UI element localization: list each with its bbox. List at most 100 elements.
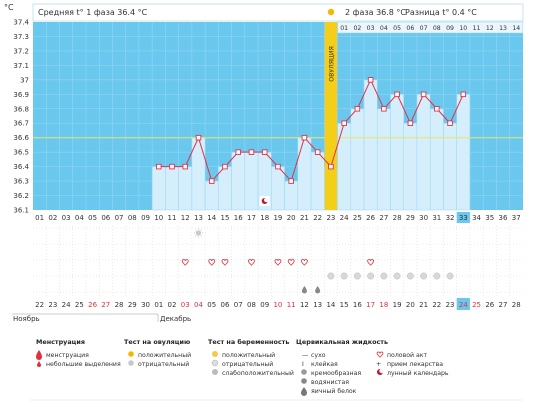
temperature-point[interactable] (354, 106, 361, 112)
cycle-day-label[interactable]: 22 (313, 214, 322, 222)
temperature-point[interactable] (288, 178, 294, 184)
cervical-fluid-icon[interactable] (353, 272, 361, 280)
intercourse-heart-icon[interactable] (221, 259, 229, 266)
cycle-day-label[interactable]: 14 (207, 214, 216, 222)
calendar-date-label[interactable]: 16 (353, 301, 362, 309)
temperature-point[interactable] (341, 120, 347, 126)
cycle-day-label[interactable]: 23 (326, 214, 335, 222)
calendar-date-label[interactable]: 29 (128, 301, 137, 309)
calendar-date-label[interactable]: 09 (260, 301, 269, 309)
intercourse-heart-icon[interactable] (367, 259, 375, 266)
calendar-date-label[interactable]: 04 (194, 301, 203, 309)
temperature-point[interactable] (434, 106, 440, 112)
calendar-date-label[interactable]: 24 (459, 301, 468, 309)
cycle-day-label[interactable]: 32 (446, 214, 455, 222)
calendar-date-label[interactable]: 26 (88, 301, 97, 309)
calendar-date-label[interactable]: 18 (379, 301, 388, 309)
cervical-fluid-icon[interactable] (367, 272, 375, 280)
cycle-day-label[interactable]: 06 (101, 214, 110, 222)
cycle-day-label[interactable]: 01 (35, 214, 44, 222)
calendar-date-label[interactable]: 14 (326, 301, 335, 309)
ovulation-test-icon[interactable] (193, 228, 204, 238)
cycle-day-label[interactable]: 02 (48, 214, 57, 222)
temperature-point[interactable] (328, 163, 334, 170)
cycle-day-label[interactable]: 07 (115, 214, 124, 222)
calendar-date-label[interactable]: 23 (446, 301, 455, 309)
temperature-point[interactable] (261, 149, 268, 155)
intercourse-heart-icon[interactable] (287, 259, 295, 266)
temperature-point[interactable] (248, 149, 255, 155)
cycle-day-label[interactable]: 29 (406, 214, 415, 222)
calendar-date-label[interactable]: 01 (154, 301, 163, 309)
calendar-date-label[interactable]: 12 (300, 301, 309, 309)
intercourse-heart-icon[interactable] (208, 259, 216, 266)
cervical-fluid-icon[interactable] (420, 272, 428, 280)
cycle-day-label[interactable]: 31 (432, 214, 441, 222)
temperature-point[interactable] (381, 106, 387, 112)
temperature-point[interactable] (156, 163, 162, 170)
calendar-date-label[interactable]: 22 (432, 301, 441, 309)
calendar-date-label[interactable]: 15 (340, 301, 349, 309)
calendar-date-label[interactable]: 06 (221, 301, 230, 309)
cervical-fluid-icon[interactable] (446, 272, 454, 280)
cycle-day-label[interactable]: 34 (472, 214, 481, 222)
intercourse-heart-icon[interactable] (274, 259, 282, 266)
cervical-fluid-icon[interactable] (340, 272, 348, 280)
calendar-date-label[interactable]: 26 (485, 301, 494, 309)
calendar-date-label[interactable]: 28 (512, 301, 521, 309)
calendar-date-label[interactable]: 23 (48, 301, 57, 309)
intercourse-heart-icon[interactable] (301, 259, 308, 266)
cycle-day-label[interactable]: 20 (287, 214, 296, 222)
temperature-point[interactable] (169, 163, 175, 170)
temperature-point[interactable] (367, 77, 374, 83)
cervical-fluid-icon[interactable] (393, 272, 401, 280)
temperature-point[interactable] (301, 134, 308, 141)
temperature-point[interactable] (394, 91, 400, 98)
cycle-day-label[interactable]: 08 (128, 214, 137, 222)
calendar-date-label[interactable]: 19 (393, 301, 402, 309)
calendar-date-label[interactable]: 25 (472, 301, 481, 309)
cervical-fluid-icon[interactable] (406, 272, 414, 280)
calendar-date-label[interactable]: 11 (287, 301, 296, 309)
calendar-date-label[interactable]: 25 (75, 301, 84, 309)
cycle-day-label[interactable]: 04 (75, 214, 84, 222)
cycle-day-label[interactable]: 03 (62, 214, 71, 222)
calendar-date-label[interactable]: 30 (141, 301, 150, 309)
cycle-day-label[interactable]: 19 (273, 214, 282, 222)
temperature-point[interactable] (195, 134, 202, 141)
cycle-day-label[interactable]: 35 (485, 214, 494, 222)
calendar-date-label[interactable]: 05 (207, 301, 216, 309)
temperature-point[interactable] (275, 163, 281, 170)
calendar-date-label[interactable]: 17 (366, 301, 375, 309)
calendar-date-label[interactable]: 08 (247, 301, 256, 309)
egg-white-icon[interactable] (301, 286, 307, 294)
calendar-date-label[interactable]: 10 (273, 301, 282, 309)
calendar-date-label[interactable]: 13 (313, 301, 322, 309)
cycle-day-label[interactable]: 09 (141, 214, 150, 222)
cycle-day-label[interactable]: 21 (300, 214, 309, 222)
temperature-point[interactable] (447, 120, 453, 126)
cycle-day-label[interactable]: 18 (260, 214, 269, 222)
calendar-date-label[interactable]: 24 (62, 301, 71, 309)
cycle-day-label[interactable]: 05 (88, 214, 97, 222)
cycle-day-label[interactable]: 16 (234, 214, 243, 222)
egg-white-icon[interactable] (315, 286, 321, 294)
intercourse-heart-icon[interactable] (181, 259, 189, 266)
cycle-day-label[interactable]: 15 (221, 214, 230, 222)
calendar-date-label[interactable]: 22 (35, 301, 44, 309)
temperature-point[interactable] (420, 91, 427, 98)
cycle-day-label[interactable]: 13 (194, 214, 203, 222)
cycle-day-label[interactable]: 17 (247, 214, 256, 222)
cycle-day-label[interactable]: 30 (419, 214, 428, 222)
intercourse-heart-icon[interactable] (248, 259, 255, 266)
cycle-day-label[interactable]: 36 (499, 214, 508, 222)
temperature-point[interactable] (235, 149, 241, 155)
cycle-day-label[interactable]: 10 (154, 214, 163, 222)
cycle-day-label[interactable]: 25 (353, 214, 362, 222)
calendar-date-label[interactable]: 27 (101, 301, 110, 309)
calendar-date-label[interactable]: 20 (406, 301, 415, 309)
cervical-fluid-icon[interactable] (380, 272, 388, 280)
temperature-point[interactable] (222, 163, 228, 170)
calendar-date-label[interactable]: 03 (181, 301, 190, 309)
cycle-day-label[interactable]: 26 (366, 214, 375, 222)
